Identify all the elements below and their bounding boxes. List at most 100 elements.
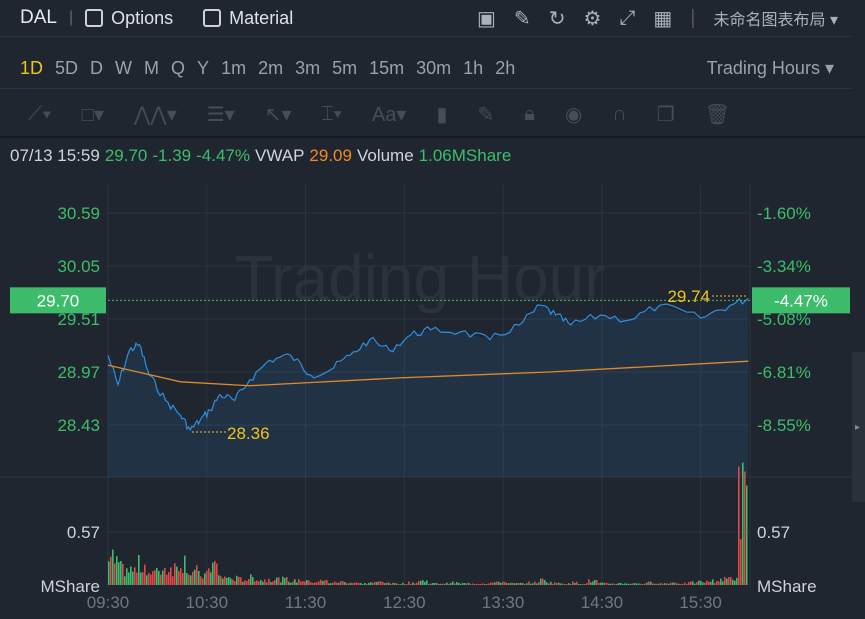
line-tool-icon[interactable]: ⟋▾ [28, 102, 52, 125]
volume-bar [744, 471, 746, 585]
high-label: 29.74 [667, 287, 710, 306]
volume-bar [674, 582, 676, 585]
period-2h[interactable]: 2h [495, 57, 516, 78]
period-30m[interactable]: 30m [416, 57, 452, 78]
layout-select[interactable]: 未命名图表布局 ▾ [713, 12, 839, 29]
volume-bar [318, 581, 320, 585]
volume-bar [136, 572, 138, 585]
volume-bar [576, 581, 578, 585]
rectangle-tool-icon[interactable]: □▾ [81, 103, 104, 126]
volume-bar [726, 578, 728, 585]
volume-bar [132, 571, 134, 585]
period-5m[interactable]: 5m [332, 57, 358, 78]
period-M[interactable]: M [144, 57, 160, 78]
volume-bar [602, 582, 604, 585]
grid-layout-icon[interactable]: ▦ [653, 7, 673, 30]
volume-bar [156, 568, 158, 585]
volume-bar [110, 556, 112, 585]
volume-bar [720, 578, 722, 585]
volume-bar [588, 579, 590, 585]
volume-unit: MShare [40, 577, 100, 596]
period-15m[interactable]: 15m [369, 57, 405, 78]
datetime: 07/13 15:59 [10, 146, 100, 165]
period-1D[interactable]: 1D [20, 57, 44, 78]
trading-hours-select[interactable]: Trading Hours ▾ [706, 57, 834, 78]
material-button[interactable]: Material [203, 8, 293, 29]
volume-bar [664, 583, 666, 585]
period-2m[interactable]: 2m [258, 57, 284, 78]
period-Q[interactable]: Q [171, 57, 186, 78]
volume-bar [312, 583, 314, 585]
volume-bar [622, 584, 624, 585]
arrow-tool-icon[interactable]: ↖▾ [264, 103, 292, 126]
text-tool-icon[interactable]: Aa▾ [371, 103, 407, 126]
current-price-label: 29.70 [37, 291, 80, 310]
volume-bar [476, 583, 478, 585]
volume-bar [696, 582, 698, 585]
volume-bar [388, 582, 390, 585]
current-pct-label: -4.47% [774, 291, 828, 310]
volume-bar [166, 574, 168, 585]
volume-bar [668, 583, 670, 585]
volume-bar [560, 583, 562, 585]
volume-bar [592, 581, 594, 585]
period-1m[interactable]: 1m [221, 57, 247, 78]
edit-icon[interactable]: ✎ [513, 7, 531, 30]
period-5D[interactable]: 5D [55, 57, 79, 78]
volume-bar [278, 577, 280, 585]
volume-bar [220, 576, 222, 585]
volume-bar [370, 582, 372, 585]
volume-bar [184, 555, 186, 585]
refresh-icon[interactable]: ↻ [548, 7, 566, 30]
volume-bar [240, 577, 242, 585]
volume-bar [556, 583, 558, 585]
volume-bar [504, 581, 506, 585]
pattern-tool-icon[interactable]: ⋀⋀▾ [133, 103, 177, 126]
volume-bar [216, 563, 218, 585]
price-tick: 28.43 [57, 416, 100, 435]
period-bar: 1D 5D D W M Q Y 1m 2m 3m 5m 15m 30m 1h 2h Trading Hour… [0, 48, 852, 89]
volume-bar [586, 583, 588, 585]
volume-bar [400, 584, 402, 585]
period-D[interactable]: D [90, 57, 104, 78]
lock-icon[interactable]: 🔒︎ [524, 102, 535, 125]
period-Y[interactable]: Y [197, 57, 210, 78]
volume-bar [544, 580, 546, 585]
volume-bar [522, 583, 524, 585]
volume-bar [258, 581, 260, 585]
volume-bar [354, 582, 356, 585]
eye-icon[interactable]: ◉ [564, 103, 583, 126]
options-button[interactable]: Options [85, 8, 173, 29]
gear-icon[interactable]: ⚙ [583, 7, 602, 30]
chart-icon[interactable]: ▣ [477, 7, 496, 30]
volume-bar [344, 582, 346, 585]
current-pct-tag [752, 287, 850, 314]
clone-icon[interactable]: ❐ [656, 103, 675, 126]
volume-bar [124, 576, 126, 585]
fullscreen-icon[interactable]: ⤢ [619, 6, 636, 29]
trash-icon[interactable]: 🗑︎ [704, 103, 731, 126]
volume-bar [600, 582, 602, 585]
period-3m[interactable]: 3m [295, 57, 321, 78]
fib-tool-icon[interactable]: ☰▾ [206, 103, 235, 126]
pen-icon[interactable]: ✎ [477, 103, 495, 126]
measure-tool-icon[interactable]: ⌶▾ [321, 102, 342, 125]
volume-bar [596, 580, 598, 585]
volume-bar [120, 561, 122, 585]
symbol[interactable]: DAL [20, 7, 57, 28]
volume-bar [680, 584, 682, 585]
volume-bar [180, 568, 182, 585]
volume-bar [128, 572, 130, 585]
candle-tool-icon[interactable]: ▮ [436, 103, 448, 126]
volume-bar [330, 583, 332, 585]
volume-bar [502, 581, 504, 585]
volume-bar [372, 582, 374, 585]
period-W[interactable]: W [115, 57, 133, 78]
magnet-icon[interactable]: ∩ [612, 102, 627, 125]
period-1h[interactable]: 1h [463, 57, 484, 78]
volume-bar [436, 582, 438, 585]
volume-bar [534, 581, 536, 585]
options-icon [85, 9, 104, 27]
pct-tick: -8.55% [757, 416, 811, 435]
